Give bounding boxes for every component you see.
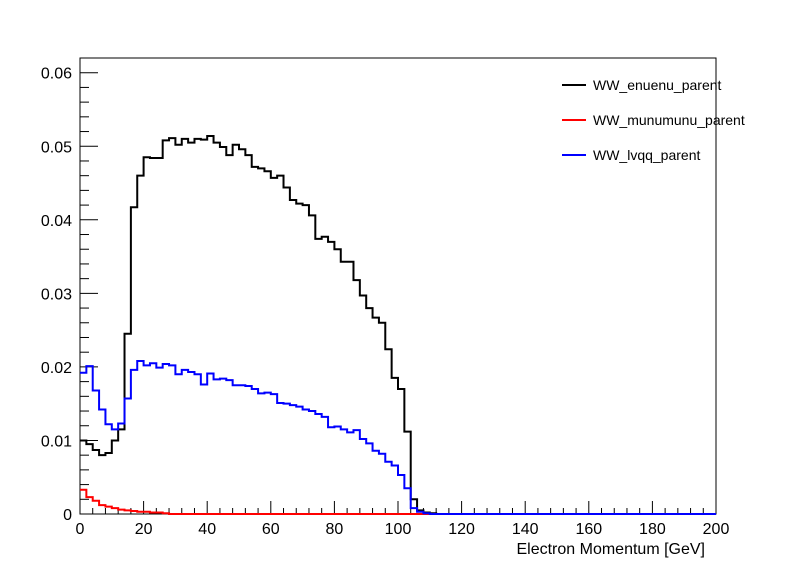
x-tick-label: 40	[198, 521, 216, 538]
y-tick-label: 0.06	[41, 66, 72, 83]
x-tick-label: 80	[326, 521, 344, 538]
y-tick-label: 0.04	[41, 213, 72, 230]
x-tick-label: 60	[262, 521, 280, 538]
x-tick-label: 120	[448, 521, 475, 538]
x-tick-label: 180	[639, 521, 666, 538]
legend-entry-label: WW_munumunu_parent	[593, 112, 745, 128]
y-tick-label: 0.03	[41, 286, 72, 303]
x-tick-label: 200	[703, 521, 730, 538]
x-tick-label: 20	[135, 521, 153, 538]
y-tick-label: 0.02	[41, 360, 72, 377]
legend-entry-label: WW_lvqq_parent	[593, 147, 700, 163]
series-line-ww-munumunu-parent	[80, 488, 716, 515]
axis-ticks	[79, 57, 717, 515]
legend-entry-label: WW_enuenu_parent	[593, 77, 722, 93]
series-group	[80, 134, 716, 515]
x-tick-label: 100	[385, 521, 412, 538]
y-tick-label: 0.05	[41, 139, 72, 156]
x-axis-title: Electron Momentum [GeV]	[516, 541, 705, 558]
y-tick-label: 0.01	[41, 433, 72, 450]
series-line-ww-lvqq-parent	[80, 360, 716, 515]
x-tick-label: 0	[76, 521, 85, 538]
y-tick-label: 0	[63, 507, 72, 524]
axis-tick-labels: 0 20 40 60 80 100 120 140 160 180 200 0 0.01 0.02 0.03…	[41, 66, 730, 538]
series-line-ww-enuenu-parent	[80, 134, 716, 515]
legend: WW_enuenu_parent WW_munumunu_parent WW_lvq…	[562, 77, 745, 163]
x-tick-label: 160	[575, 521, 602, 538]
x-tick-label: 140	[512, 521, 539, 538]
